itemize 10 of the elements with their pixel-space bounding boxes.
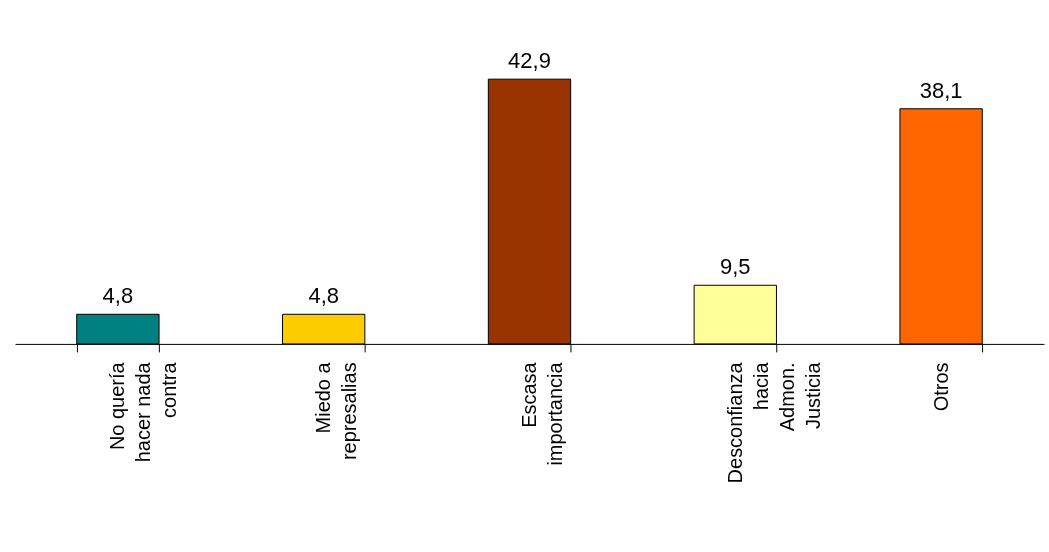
x-tick-label: Escasa importancia: [517, 361, 566, 466]
x-tick-label: Otros: [929, 362, 952, 412]
data-label: 4,8: [102, 283, 134, 309]
x-tick-label: Desconfianza hacia Admon. Justicia: [723, 361, 824, 484]
x-tick-label: Miedo a represalias: [312, 361, 361, 461]
x-tick-label: No quería hacer nada contra: [106, 361, 181, 463]
data-label: 42,9: [508, 48, 551, 74]
data-label: 9,5: [720, 254, 751, 280]
data-label: 38,1: [919, 77, 963, 103]
data-label: 4,8: [308, 283, 339, 309]
